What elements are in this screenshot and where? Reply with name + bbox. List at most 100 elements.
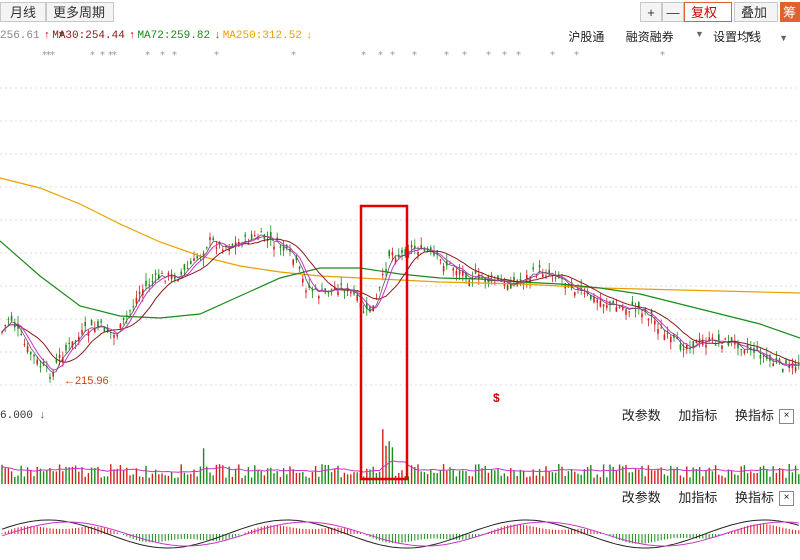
candle-body [180, 271, 182, 275]
candle-body [311, 290, 314, 292]
chevron-down-icon: ▼ [745, 29, 754, 39]
candle-body [458, 271, 461, 275]
chevron-down-icon: ▼ [695, 29, 704, 39]
volume-bar [330, 472, 333, 484]
volume-bar [97, 466, 99, 484]
volume-bar [791, 472, 794, 484]
candle-body [68, 342, 70, 344]
ma250-line [0, 177, 800, 294]
volume-bar [542, 476, 544, 484]
macd-add-indicator-link[interactable]: 加指标 [678, 490, 718, 505]
candle-body [209, 237, 211, 241]
candle-body [151, 281, 154, 283]
candle-body [545, 275, 547, 277]
volume-chart[interactable] [0, 426, 800, 484]
candle-body [618, 307, 621, 309]
down-arrow-icon: ↓ [39, 410, 46, 422]
candle-body [442, 266, 445, 272]
volume-add-indicator-link[interactable]: 加指标 [678, 408, 718, 423]
macd-chart[interactable] [0, 508, 800, 560]
volume-bar [119, 465, 122, 484]
volume-bar [164, 475, 166, 484]
candle-body [74, 340, 77, 342]
candle-body [449, 262, 451, 264]
ma-settings-dropdown[interactable]: 设置均线 ▼ [695, 30, 788, 44]
margin-trading-link[interactable]: 融资融券 [625, 30, 674, 44]
ma250-value: MA250:312.52 [222, 30, 302, 42]
volume-bar [730, 471, 733, 484]
hk-connect-link[interactable]: 沪股通 [568, 30, 605, 44]
volume-bar [266, 468, 269, 484]
volume-bar [689, 477, 691, 484]
candle-body [71, 341, 74, 347]
event-marker-icon: * [462, 50, 467, 61]
volume-bar [522, 470, 525, 484]
zoom-out-button[interactable]: — [662, 2, 684, 22]
volume-bar [746, 473, 749, 484]
dividend-marker[interactable]: $ [493, 391, 500, 402]
volume-bar [42, 471, 45, 484]
volume-bar [158, 474, 160, 484]
volume-bar [148, 477, 150, 484]
candle-body [94, 328, 96, 333]
candle-body [718, 334, 720, 341]
candle-body [183, 264, 186, 270]
volume-bar [436, 473, 438, 484]
volume-bar [599, 477, 602, 484]
volume-bar [484, 465, 486, 484]
volume-bar [116, 468, 118, 484]
volume-bar [356, 472, 358, 484]
candle-body [36, 359, 38, 365]
event-marker-icon: * [660, 50, 665, 61]
volume-bar [743, 465, 746, 484]
volume-bar [702, 476, 704, 484]
fuquan-dropdown[interactable]: 复权 ▼ [684, 2, 732, 39]
volume-bar [183, 472, 186, 484]
volume-bar [289, 466, 291, 484]
volume-bar [503, 473, 506, 484]
macd-change-indicator-link[interactable]: 换指标 [734, 490, 774, 505]
candle-body [538, 265, 541, 268]
candle-body [324, 288, 326, 291]
candle-body [142, 289, 144, 296]
volume-bar [794, 465, 797, 484]
volume-bar [529, 476, 531, 484]
macd-close-icon[interactable]: × [779, 491, 794, 506]
volume-bar [282, 468, 285, 484]
candle-body [228, 248, 230, 252]
candle-body [330, 288, 333, 290]
volume-bar [305, 476, 307, 484]
candle-body [407, 250, 410, 257]
volume-bar [110, 464, 112, 484]
volume-bar [644, 476, 646, 484]
candle-body [465, 272, 467, 279]
volume-bar [686, 466, 688, 484]
down-arrow-icon: ↓ [214, 30, 221, 42]
candle-body [222, 249, 224, 252]
volume-bar [631, 472, 634, 484]
volume-bar [535, 475, 538, 484]
volume-bar [26, 467, 29, 484]
volume-bar [103, 476, 106, 484]
volume-bar [202, 448, 205, 484]
volume-edit-params-link[interactable]: 改参数 [621, 408, 661, 423]
event-marker-icon: * [444, 50, 449, 61]
candle-body [154, 273, 157, 275]
price-chart[interactable]: * * * * * * * * * * * * * * * * * * * * * * * * ← 215.96 $ [0, 46, 800, 402]
volume-bar [241, 477, 243, 484]
period-month-button[interactable]: 月线 [0, 2, 46, 22]
more-periods-dropdown[interactable]: 更多周期 ▼ [46, 2, 114, 39]
overlay-dropdown[interactable]: 叠加 ▼ [734, 2, 778, 39]
volume-close-icon[interactable]: × [779, 409, 794, 424]
chip-distribution-button[interactable]: 筹 [780, 2, 800, 22]
candle-body [759, 355, 762, 359]
volume-bar [612, 466, 614, 484]
volume-change-indicator-link[interactable]: 换指标 [734, 408, 774, 423]
candle-body [657, 329, 659, 334]
volume-bar [766, 469, 768, 484]
zoom-in-button[interactable]: + [640, 2, 662, 22]
candle-body [711, 337, 714, 339]
event-marker-icon: * [90, 50, 95, 61]
volume-bar [711, 471, 714, 484]
macd-edit-params-link[interactable]: 改参数 [621, 490, 661, 505]
